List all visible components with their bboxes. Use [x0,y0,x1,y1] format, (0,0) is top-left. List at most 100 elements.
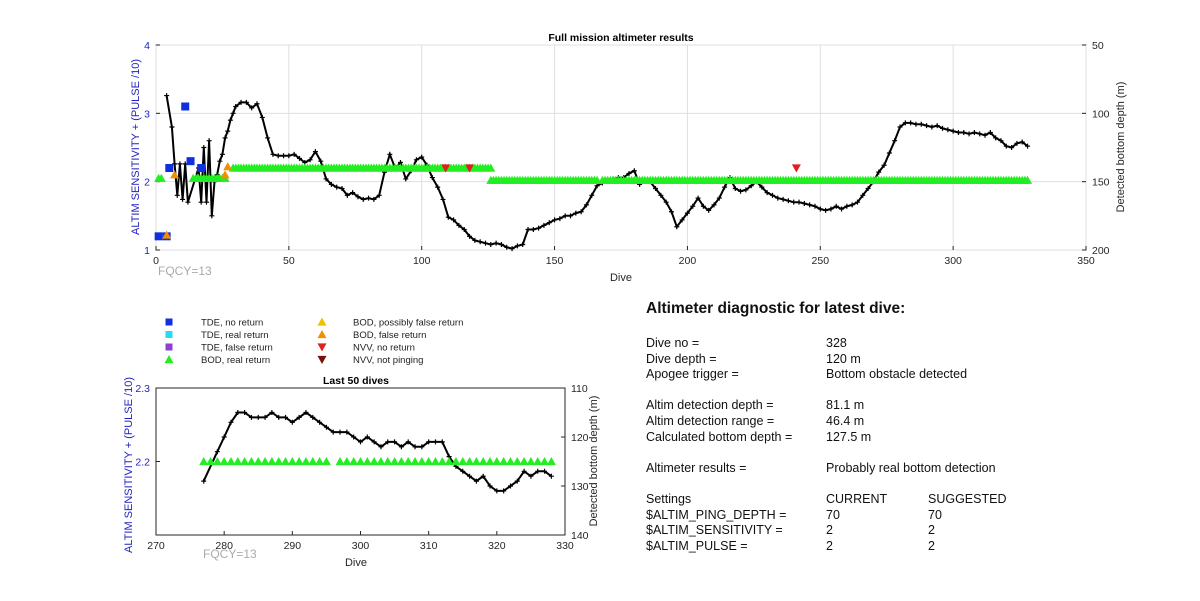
detection-range-label: Altim detection range = [646,413,775,428]
bottom-bod-real-marker [383,457,393,466]
current-label: CURRENT [826,491,888,506]
bottom-depth-point [214,449,220,455]
top-depth-point [568,213,574,219]
dive-no-row: Dive no = 328 [646,336,1028,352]
bottom-depth-point [467,473,473,479]
top-depth-point [530,227,536,232]
top-marks [154,93,1033,252]
bottom-depth-point [426,439,432,445]
bottom-bod-real-marker [417,457,427,466]
bottom-bod-real-marker [287,457,297,466]
results-label: Altimeter results = [646,460,747,475]
suggested-label: SUGGESTED [928,491,1007,506]
settings-header-row: Settings CURRENT SUGGESTED [646,492,1028,508]
top-depth-point [785,198,791,204]
top-plot-area [155,44,1087,251]
top-depth-point [562,213,568,219]
bottom-depth-point [487,483,493,489]
bottom-depth-point [283,414,289,420]
legend-marker-triangle [317,317,327,326]
top-depth-point [488,242,494,248]
top-depth-point [360,196,366,202]
bottom-right-tick-label: 140 [571,530,589,542]
top-depth-point [164,93,170,99]
top-depth-point [886,150,892,156]
bottom-depth-point [535,468,541,474]
bottom-bod-real-marker [199,457,209,466]
top-depth-point [791,199,797,205]
bottom-depth-point [330,429,336,435]
top-depth-point [695,195,701,201]
top-depth-point [711,202,717,208]
top-depth-point [940,125,946,131]
top-tde-no-return-marker [154,232,163,241]
bottom-depth-point [351,434,357,440]
bottom-bod-real-marker [281,457,291,466]
top-depth-point [219,151,225,157]
top-depth-point [201,145,207,150]
dive-depth-row: Dive depth = 120 m [646,352,1028,368]
bottom-right-tick-label: 120 [571,432,589,444]
legend-marker-triangle [317,343,327,352]
diagnostic-title: Altimeter diagnostic for latest dive: [646,300,906,317]
top-depth-point [966,131,972,137]
top-depth-point [817,206,823,212]
bottom-depth-point [337,429,343,435]
bottom-bod-real-marker [349,457,359,466]
top-depth-point [217,158,223,164]
bottom-depth-point [276,414,282,420]
top-depth-point [738,188,744,194]
bottom-bod-real-marker [390,457,400,466]
bottom-bod-real-marker [308,457,318,466]
top-depth-point [429,175,435,181]
top-bod-false-marker [223,162,233,171]
bottom-depth-point [439,439,445,445]
bottom-depth-point [494,488,500,494]
top-fqcy-annotation: FQCY=13 [158,264,212,278]
top-depth-point [769,192,775,198]
top-depth-point [594,183,600,189]
top-depth-point [472,237,478,243]
top-depth-point [254,101,260,107]
bottom-x-tick-label: 320 [488,540,506,552]
bottom-right-tick-label: 110 [571,383,588,395]
bottom-bod-real-marker [492,457,502,466]
top-depth-point [674,224,680,230]
bottom-bod-real-marker [533,457,543,466]
top-depth-point [780,196,786,202]
top-bod-real-marker [1023,175,1033,184]
top-depth-point [198,199,204,205]
top-depth-point [344,192,350,198]
top-depth-point [908,120,914,126]
top-depth-point [451,217,457,223]
top-depth-point [419,154,425,160]
top-depth-point [971,129,977,135]
detection-range-row: Altim detection range = 46.4 m [646,414,1028,430]
pulse-suggested: 2 [928,538,935,553]
top-depth-point [913,121,919,127]
top-depth-point [328,181,334,187]
top-depth-point [764,190,770,196]
top-depth-point [833,203,839,209]
top-chart-title: Full mission altimeter results [548,32,693,44]
legend-label: TDE, real return [201,330,269,341]
bottom-x-tick-label: 310 [420,540,438,552]
top-depth-point [413,157,419,163]
bottom-depth-point [344,429,350,435]
top-depth-point [796,199,802,205]
top-depth-point [169,124,175,130]
top-depth-point [233,104,239,109]
top-depth-point [955,129,961,135]
top-depth-point [185,199,191,205]
top-depth-point [546,220,552,226]
top-depth-point [759,184,765,190]
top-depth-point [541,222,547,228]
bottom-left-tick-label: 2.3 [135,383,150,395]
top-depth-point [456,222,462,228]
top-tde-no-return-marker [197,164,206,172]
top-depth-point [982,132,988,138]
bottom-depth-point [235,410,241,415]
bottom-right-tick-label: 130 [571,481,589,493]
top-tde-no-return-marker [181,102,190,111]
